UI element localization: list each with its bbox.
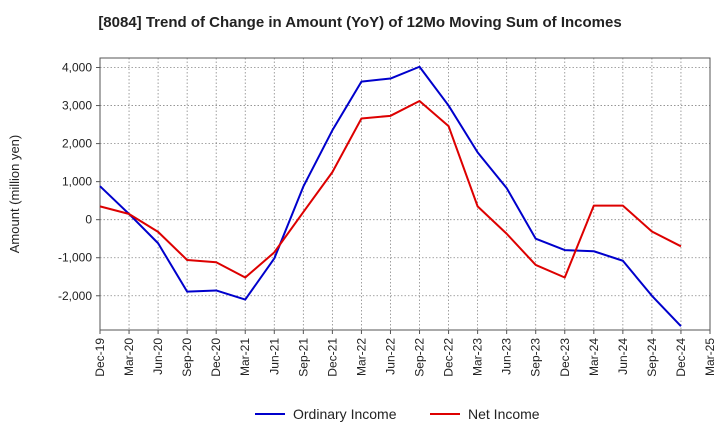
y-tick-label: 2,000 bbox=[62, 137, 92, 151]
x-tick-label: Sep-23 bbox=[529, 338, 543, 377]
series-lines bbox=[99, 65, 682, 327]
grid bbox=[100, 58, 710, 330]
axes: Dec-19 Mar-20 Jun-20 Sep-20 Dec-20 Mar-21 Jun-… bbox=[7, 57, 717, 377]
x-tick-label: Dec-23 bbox=[558, 338, 572, 377]
x-tick-label: Mar-21 bbox=[238, 338, 252, 376]
y-tick-label: 3,000 bbox=[62, 99, 92, 113]
x-tick-label: Jun-23 bbox=[500, 338, 514, 375]
x-tick-label: Dec-21 bbox=[325, 338, 339, 377]
x-tick-label: Dec-22 bbox=[442, 338, 456, 377]
x-tick-label: Sep-21 bbox=[296, 338, 310, 377]
x-tick-label: Dec-24 bbox=[674, 338, 688, 377]
plot-frame bbox=[99, 57, 711, 331]
y-tick-label: -2,000 bbox=[58, 289, 92, 303]
legend: Ordinary Income Net Income bbox=[255, 406, 540, 422]
x-tick-label: Mar-24 bbox=[587, 338, 601, 376]
x-tick-label: Mar-22 bbox=[354, 338, 368, 376]
y-axis-label: Amount (million yen) bbox=[7, 135, 22, 254]
x-tick-label: Sep-20 bbox=[180, 338, 194, 377]
x-tick-label: Jun-22 bbox=[383, 338, 397, 375]
x-tick-label: Sep-24 bbox=[645, 338, 659, 377]
y-tick-label: -1,000 bbox=[58, 251, 92, 265]
legend-label-1: Net Income bbox=[468, 406, 540, 422]
x-tick-label: Jun-20 bbox=[151, 338, 165, 375]
x-tick-label: Jun-24 bbox=[616, 338, 630, 375]
y-tick-label: 4,000 bbox=[62, 61, 92, 75]
series-line-1 bbox=[99, 99, 682, 279]
x-tick-label: Dec-19 bbox=[93, 338, 107, 377]
y-tick-label: 1,000 bbox=[62, 175, 92, 189]
x-tick-label: Mar-20 bbox=[122, 338, 136, 376]
x-tick-label: Dec-20 bbox=[209, 338, 223, 377]
x-tick-label: Mar-23 bbox=[471, 338, 485, 376]
y-tick-label: 0 bbox=[85, 213, 92, 227]
chart-title: [8084] Trend of Change in Amount (YoY) o… bbox=[98, 14, 622, 31]
x-tick-label: Sep-22 bbox=[413, 338, 427, 377]
series-line-0 bbox=[99, 65, 682, 327]
legend-label-0: Ordinary Income bbox=[293, 406, 397, 422]
x-tick-label: Mar-25 bbox=[703, 338, 717, 376]
x-tick-label: Jun-21 bbox=[267, 338, 281, 375]
